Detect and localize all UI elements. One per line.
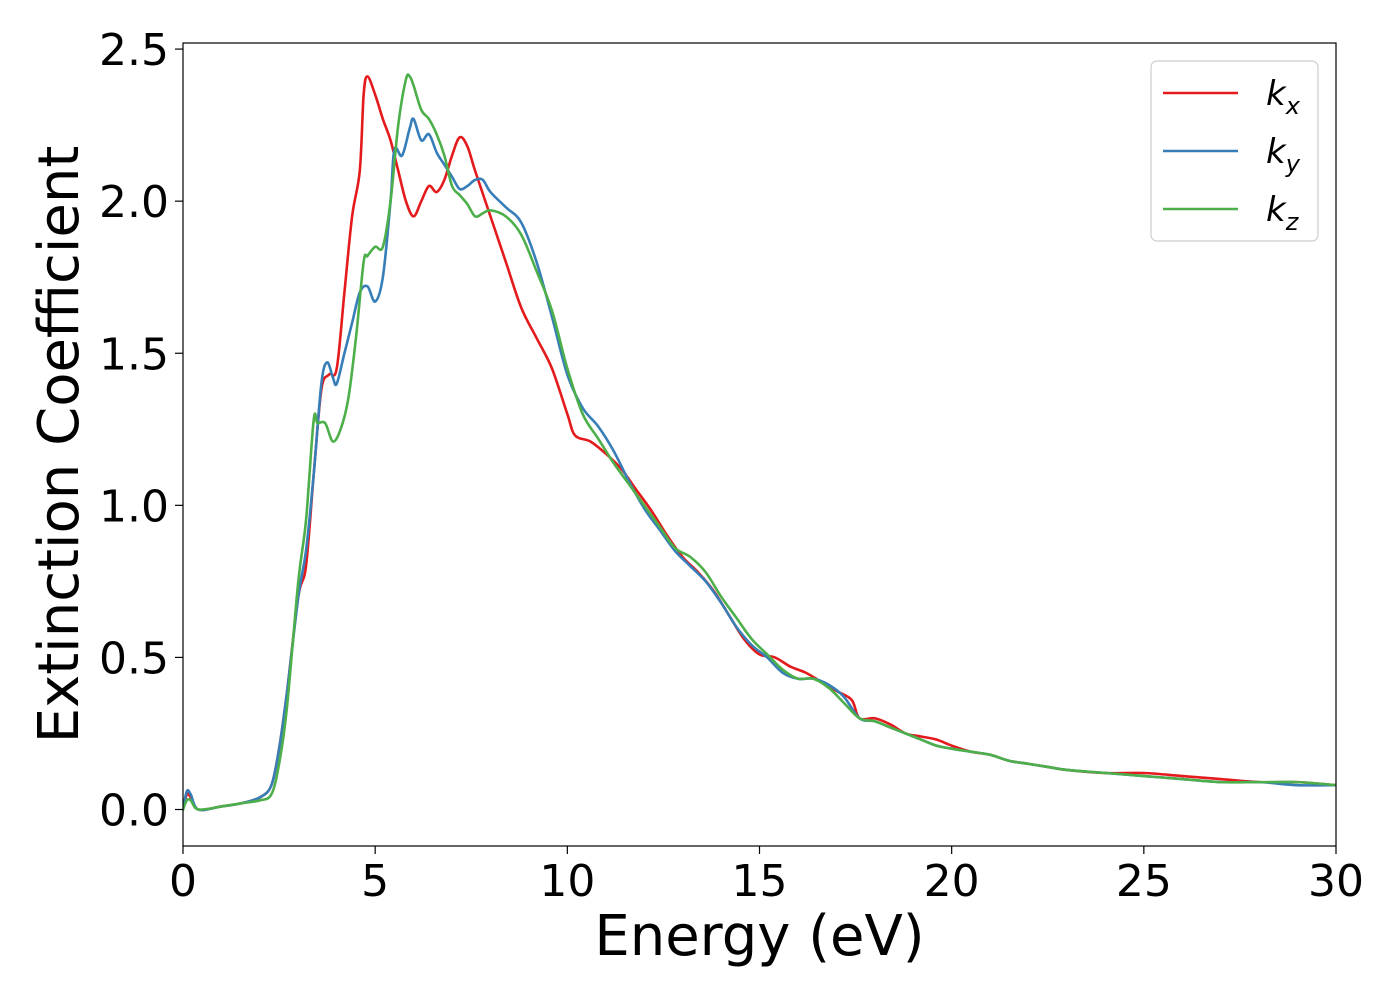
x-tick-label: 0 [169,856,197,907]
x-tick-label: 15 [732,856,788,907]
y-tick-label: 0.5 [99,633,169,684]
series-line-kz [183,73,1336,811]
y-tick-label: 2.5 [99,25,169,76]
x-tick-label: 30 [1308,856,1364,907]
x-tick-label: 25 [1116,856,1172,907]
y-tick-label: 0.0 [99,786,169,837]
y-axis-ticks: 0.0 0.5 1.0 1.5 2.0 2.5 [99,25,183,837]
series-layer [183,73,1336,812]
x-tick-label: 5 [361,856,389,907]
y-tick-label: 1.0 [99,481,169,532]
x-tick-label: 20 [924,856,980,907]
y-tick-label: 2.0 [99,177,169,228]
y-tick-label: 1.5 [99,329,169,380]
x-axis-ticks: 0 5 10 15 20 25 30 [169,846,1364,907]
x-tick-label: 10 [539,856,595,907]
y-axis-title: Extinction Coefficient [27,146,92,744]
x-axis-title: Energy (eV) [594,904,924,969]
